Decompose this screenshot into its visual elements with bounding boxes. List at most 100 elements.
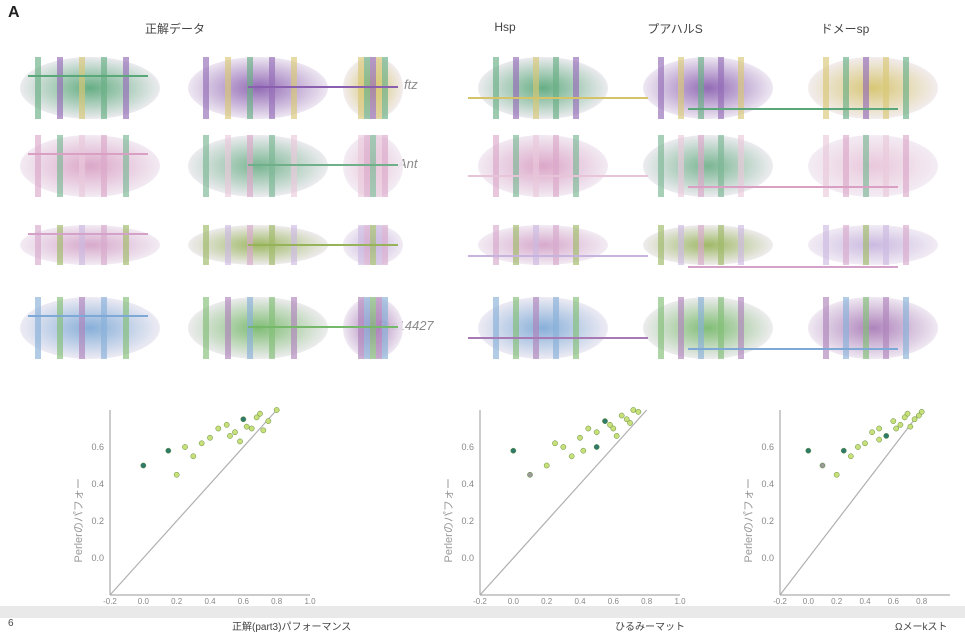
data-point	[248, 425, 255, 432]
embryo-stripe	[903, 297, 909, 359]
embryo-stripe	[269, 57, 275, 119]
y-tick-label: 0.6	[91, 442, 104, 452]
scan-line-artifact	[468, 97, 648, 99]
data-point	[610, 425, 617, 432]
data-point	[198, 440, 205, 447]
data-point	[253, 414, 260, 421]
embryo-stripe	[358, 297, 364, 359]
y-tick-label: 0.0	[461, 553, 474, 563]
embryo-stripe	[883, 135, 889, 197]
embryo-stripe	[573, 57, 579, 119]
data-point	[580, 447, 587, 454]
embryo-stripe	[573, 297, 579, 359]
data-point	[560, 444, 567, 450]
x-tick-label: 0.4	[859, 597, 871, 606]
embryo-stripe	[738, 225, 744, 265]
y-tick-label: 0.6	[761, 442, 774, 452]
embryo-stripe	[698, 57, 704, 119]
column-header-1: 正解データ	[144, 22, 205, 36]
data-point	[627, 420, 633, 426]
embryo-image	[20, 225, 160, 265]
data-point	[182, 444, 188, 450]
embryo-stripe	[658, 297, 664, 359]
embryo-stripe	[883, 225, 889, 265]
embryo-stripe	[573, 225, 579, 265]
embryo-image	[478, 225, 608, 265]
embryo-stripe	[370, 297, 376, 359]
embryo-stripe	[533, 135, 539, 197]
x-tick-label: 0.2	[171, 597, 183, 606]
x-tick-label: 0.8	[641, 597, 653, 606]
data-point	[190, 453, 197, 460]
embryo-stripe	[738, 297, 744, 359]
embryo-stripe	[35, 225, 41, 265]
embryo-stripe	[843, 57, 849, 119]
data-point	[613, 433, 620, 439]
embryo-stripe	[513, 135, 519, 197]
data-point	[215, 425, 222, 432]
data-point	[568, 453, 575, 460]
scan-line-artifact	[468, 175, 648, 177]
embryo-stripe	[123, 297, 129, 359]
embryo-stripe	[493, 297, 499, 359]
embryo-image	[343, 57, 403, 119]
embryo-stripe	[738, 57, 744, 119]
embryo-stripe	[269, 297, 275, 359]
x-tick-label: 0.4	[204, 597, 216, 606]
x-tick-label: -0.2	[473, 597, 487, 606]
y-tick-label: 0.4	[761, 479, 774, 489]
embryo-stripe	[382, 297, 388, 359]
x-tick-label: 0.4	[574, 597, 586, 606]
data-point	[635, 409, 642, 415]
embryo-image	[478, 135, 608, 197]
embryo-stripe	[553, 57, 559, 119]
embryo-stripe	[903, 135, 909, 197]
embryo-stripe	[843, 297, 849, 359]
embryo-stripe	[370, 135, 376, 197]
data-point	[862, 440, 868, 447]
embryo-stripe	[718, 57, 724, 119]
embryo-image	[643, 225, 773, 265]
embryo-stripe	[79, 225, 85, 265]
y-tick-label: 0.4	[91, 479, 104, 489]
embryo-image	[20, 297, 160, 359]
embryo-stripe	[291, 297, 297, 359]
embryo-stripe	[376, 57, 382, 119]
data-point	[227, 433, 233, 439]
x-tick-label: 1.0	[304, 597, 316, 606]
embryo-stripe	[203, 297, 209, 359]
embryo-stripe	[203, 135, 209, 197]
embryo-stripe	[57, 297, 63, 359]
embryo-image	[808, 225, 938, 265]
data-point	[855, 444, 861, 450]
embryo-row-4	[8, 295, 958, 365]
embryo-stripe	[843, 225, 849, 265]
column-header-4: プアハルS	[647, 22, 703, 36]
embryo-stripe	[247, 57, 253, 119]
embryo-image	[20, 135, 160, 197]
embryo-stripe	[863, 297, 869, 359]
data-point	[232, 429, 238, 436]
embryo-stripe	[718, 225, 724, 265]
data-point	[257, 410, 263, 417]
data-point	[847, 453, 854, 460]
embryo-stripe	[364, 135, 370, 197]
embryo-stripe	[903, 57, 909, 119]
data-point	[527, 471, 533, 478]
data-point	[243, 423, 250, 430]
embryo-stripe	[533, 225, 539, 265]
embryo-stripe	[101, 57, 107, 119]
embryo-stripe	[79, 135, 85, 197]
y-tick-label: 0.4	[461, 479, 474, 489]
data-point	[602, 418, 608, 424]
embryo-row-2	[8, 133, 958, 203]
data-point	[140, 462, 147, 469]
scan-line-artifact	[248, 86, 398, 88]
data-point	[510, 447, 517, 454]
diagonal-line	[479, 409, 648, 596]
scan-line-artifact	[28, 315, 148, 317]
embryo-stripe	[883, 297, 889, 359]
x-tick-label: 0.6	[238, 597, 250, 606]
embryo-stripe	[123, 57, 129, 119]
data-point	[907, 423, 914, 430]
